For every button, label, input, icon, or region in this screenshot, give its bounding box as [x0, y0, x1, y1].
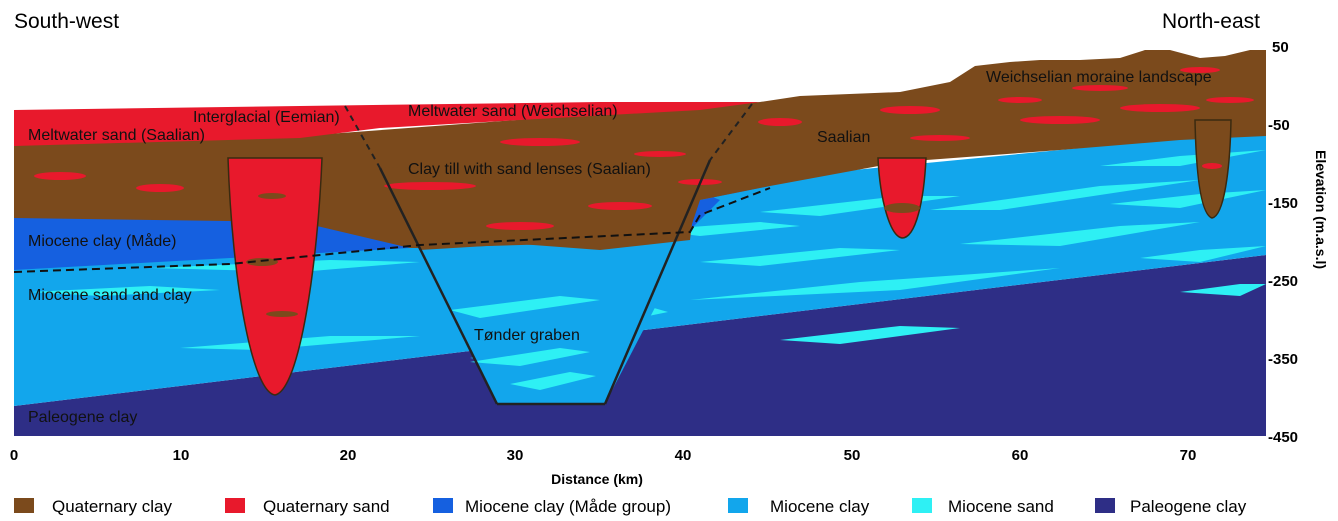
label-meltwater-saalian: Meltwater sand (Saalian) [28, 127, 205, 144]
label-saalian: Saalian [817, 129, 870, 146]
label-miocene-clay-made: Miocene clay (Måde) [28, 232, 177, 250]
label-south-west: South-west [14, 10, 119, 33]
legend-swatch [728, 498, 748, 513]
elevation-axis: 50 -50 -150 -250 -350 -450 Elevation (m.… [1268, 39, 1329, 446]
x-tick: 20 [340, 447, 357, 464]
legend-item-miocene-sand: Miocene sand [912, 497, 1054, 516]
legend-swatch [912, 498, 932, 513]
label-north-east: North-east [1162, 10, 1260, 33]
label-miocene-sand-clay: Miocene sand and clay [28, 287, 192, 304]
legend-item-miocene-clay: Miocene clay [728, 497, 870, 516]
y-tick: -250 [1268, 273, 1298, 290]
made-boundary [14, 187, 771, 273]
x-tick: 0 [10, 447, 18, 464]
legend-item-miocene-clay-made: Miocene clay (Måde group) [433, 497, 671, 516]
legend: Quaternary clay Quaternary sand Miocene … [14, 497, 1247, 516]
legend-swatch [433, 498, 453, 513]
x-axis-label: Distance (km) [551, 471, 643, 487]
y-tick: -350 [1268, 351, 1298, 368]
legend-label: Miocene sand [948, 497, 1054, 516]
x-tick: 40 [675, 447, 692, 464]
x-tick: 50 [844, 447, 861, 464]
x-tick: 30 [507, 447, 524, 464]
fault-right [603, 159, 712, 405]
y-tick: -450 [1268, 429, 1298, 446]
legend-label: Miocene clay [770, 497, 870, 516]
label-paleogene-clay: Paleogene clay [28, 409, 137, 426]
y-axis-label: Elevation (m.a.s.l) [1313, 150, 1329, 269]
y-tick: -150 [1268, 195, 1298, 212]
x-tick: 10 [173, 447, 190, 464]
label-tonder-graben: Tønder graben [474, 327, 580, 344]
distance-axis: 0 10 20 30 40 50 60 70 Distance (km) [10, 447, 1197, 487]
quaternary-clay-unit [14, 50, 1266, 248]
y-tick: 50 [1272, 39, 1289, 56]
legend-label: Quaternary sand [263, 497, 390, 516]
label-interglacial: Interglacial (Eemian) [193, 109, 340, 126]
legend-label: Miocene clay (Måde group) [465, 497, 671, 516]
buried-valley-saalian [877, 157, 927, 239]
meltwater-sand-unit [14, 102, 760, 146]
legend-label: Paleogene clay [1130, 497, 1247, 516]
legend-label: Quaternary clay [52, 497, 172, 516]
x-tick: 60 [1012, 447, 1029, 464]
buried-valley-left [227, 157, 323, 396]
quaternary-sand-lenses [34, 67, 1254, 230]
label-meltwater-weichselian: Meltwater sand (Weichselian) [408, 103, 618, 120]
legend-swatch [14, 498, 34, 513]
legend-swatch [1095, 498, 1115, 513]
fault-left [378, 167, 499, 405]
legend-item-quaternary-sand: Quaternary sand [225, 497, 390, 516]
buried-valley-right [1194, 119, 1232, 219]
paleogene-clay-unit [14, 255, 1266, 436]
label-weichselian-moraine: Weichselian moraine landscape [986, 69, 1212, 86]
legend-swatch [225, 498, 245, 513]
label-clay-till: Clay till with sand lenses (Saalian) [408, 161, 651, 178]
legend-item-paleogene-clay: Paleogene clay [1095, 497, 1247, 516]
miocene-sand-lenses [30, 150, 1266, 388]
legend-item-quaternary-clay: Quaternary clay [14, 497, 172, 516]
geological-section [14, 50, 1266, 436]
y-tick: -50 [1268, 117, 1290, 134]
x-tick: 70 [1180, 447, 1197, 464]
